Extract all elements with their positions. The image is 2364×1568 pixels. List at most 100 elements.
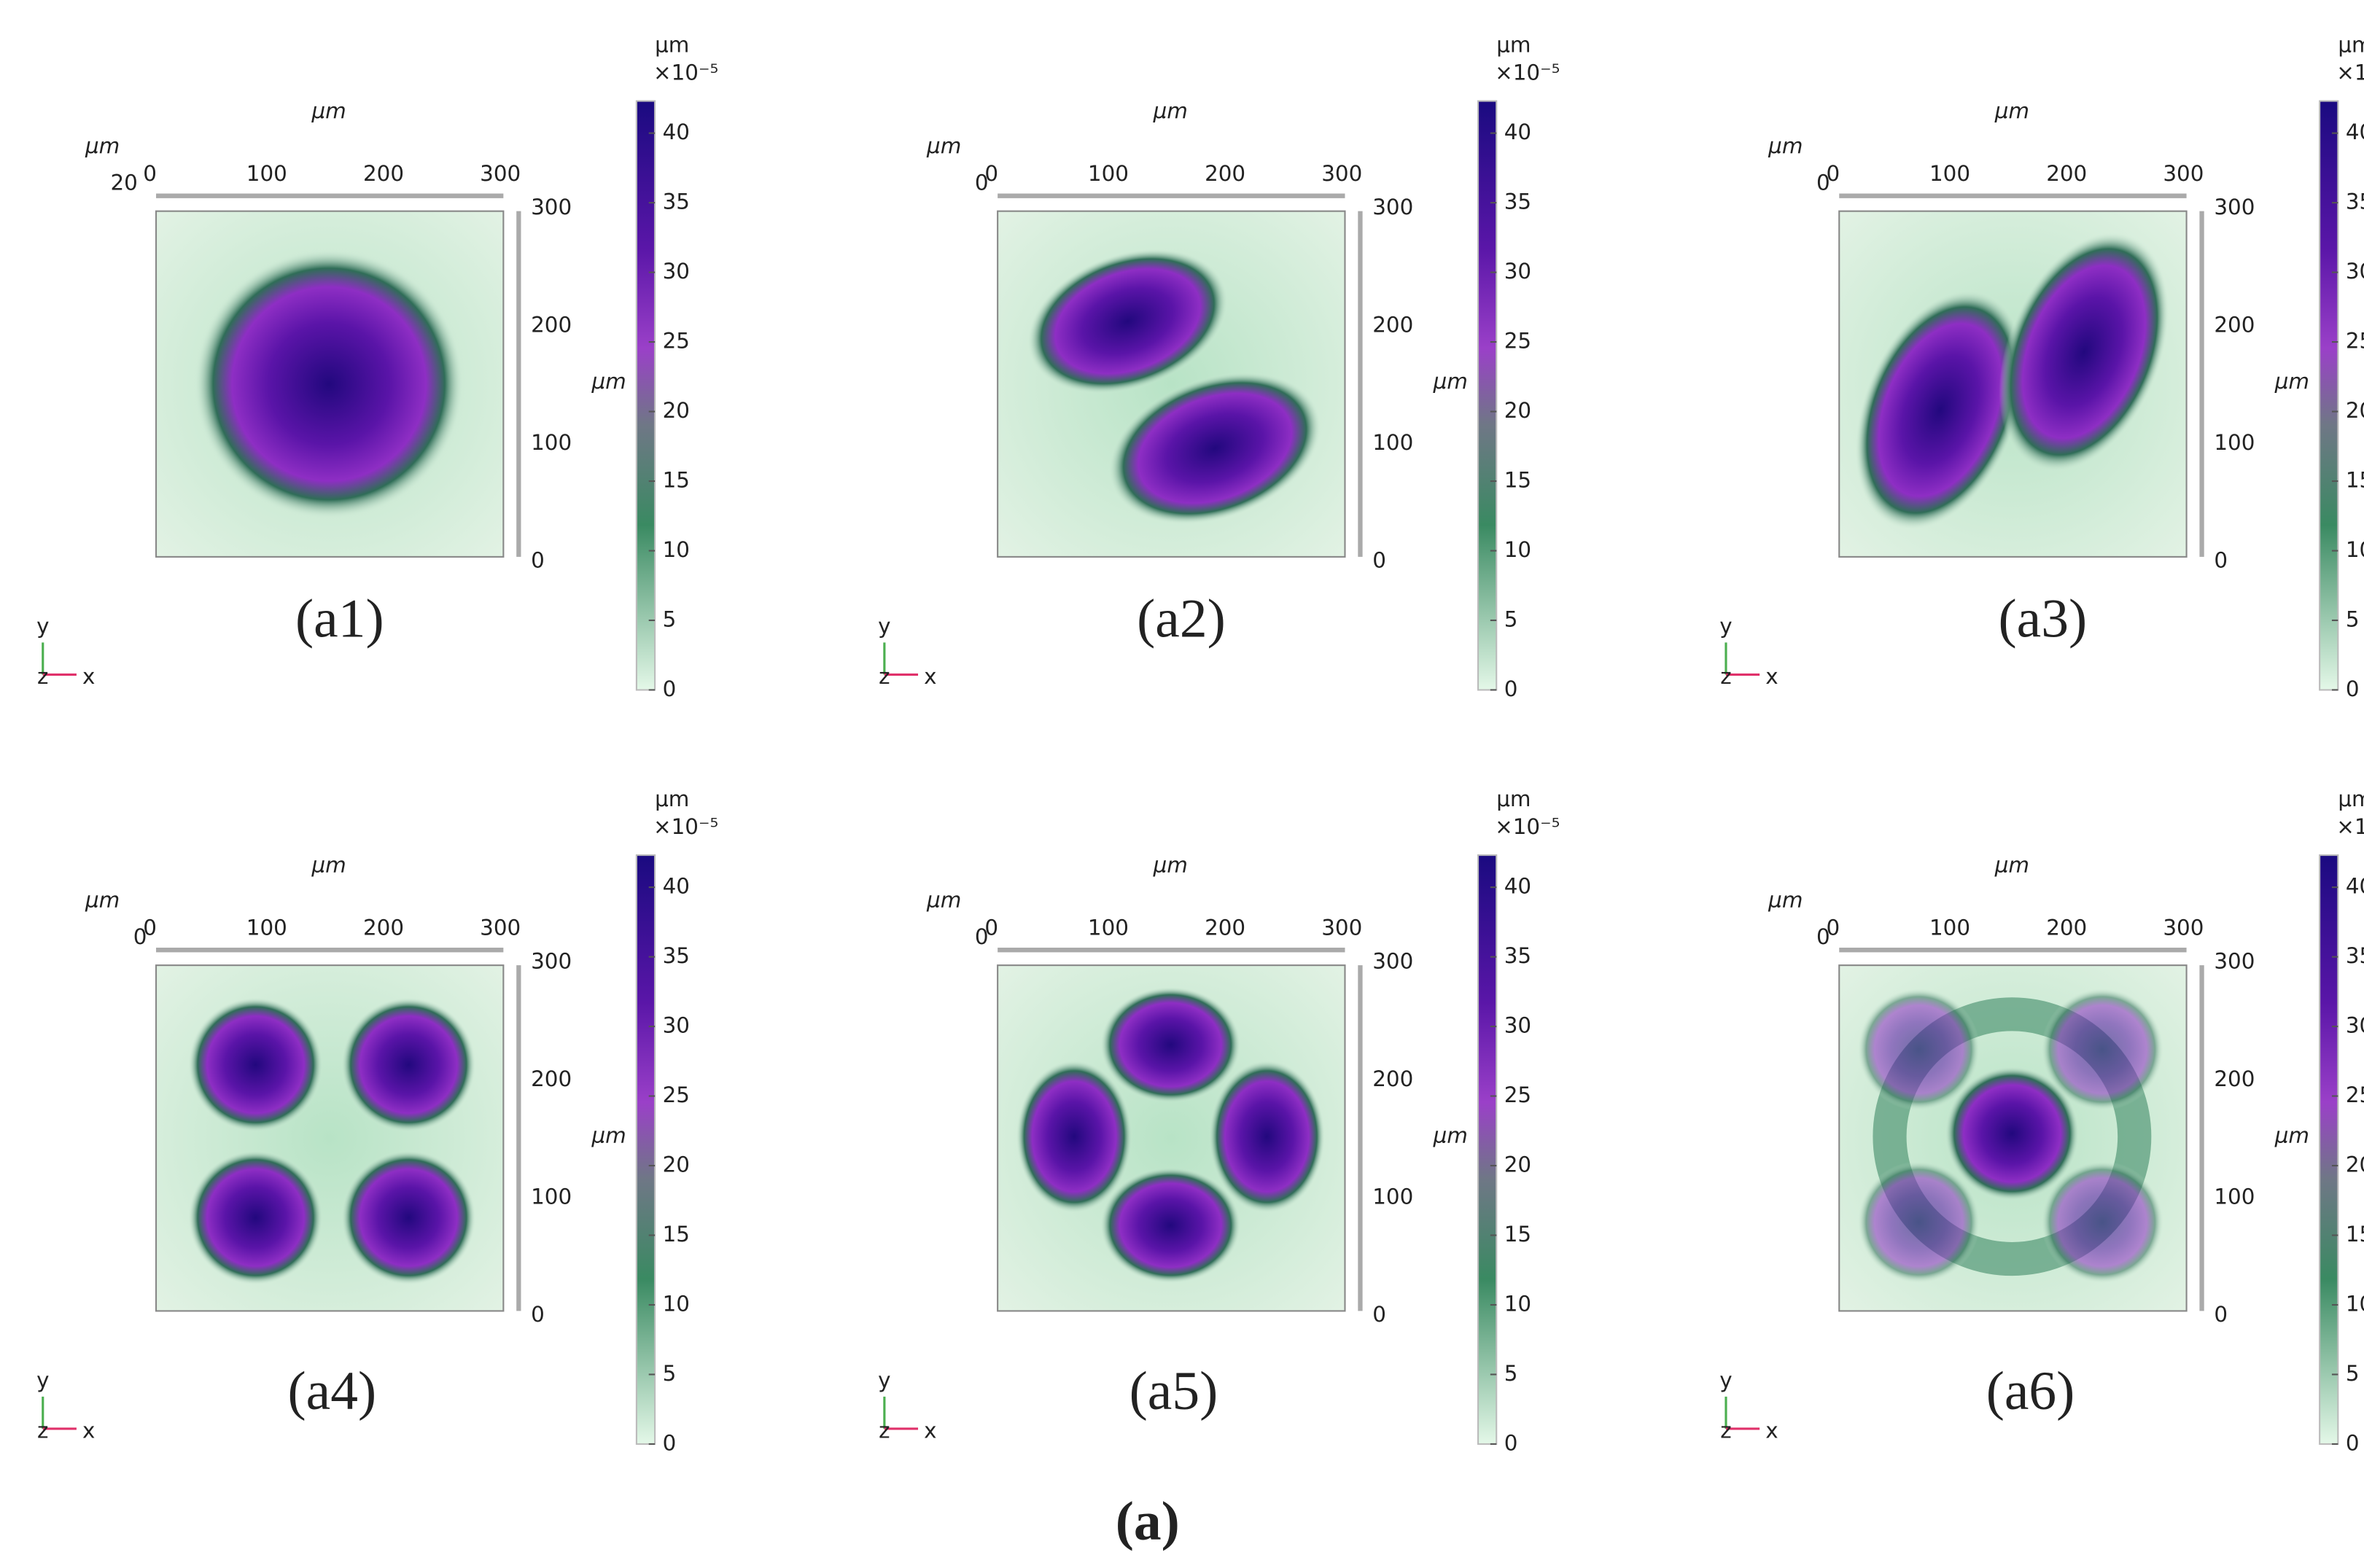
colorbar-tick-label: 0	[663, 676, 677, 701]
panel-label: (a5)	[1129, 1361, 1218, 1421]
triad-y-label: y	[36, 614, 49, 639]
left-axis-unit: μm	[1768, 133, 1803, 158]
triad-z-label: z	[37, 664, 48, 689]
colorbar	[2319, 854, 2339, 1446]
y-axis-unit: μm	[591, 1123, 626, 1148]
x-tick-label: 300	[480, 161, 521, 186]
colorbar-tick-label: 0	[2346, 1430, 2360, 1455]
colorbar	[2319, 100, 2339, 691]
x-tick-label: 200	[1205, 161, 1245, 186]
colorbar-tick-label: 10	[663, 1291, 690, 1316]
colorbar-tick-label: 25	[2346, 329, 2364, 354]
mode-lobe	[2041, 988, 2164, 1111]
y-tick-label: 100	[531, 430, 572, 455]
mode-lobe	[1855, 290, 2026, 530]
x-tick-label: 100	[1929, 161, 1970, 186]
colorbar-tick-label: 15	[2346, 468, 2364, 493]
y-tick-label: 100	[2214, 430, 2255, 455]
colorbar-tick-label: 10	[663, 537, 690, 562]
triad-x-label: x	[1765, 664, 1778, 689]
panel-label: (a4)	[288, 1361, 377, 1421]
y-tick-label: 300	[531, 195, 572, 219]
colorbar-tick-label: 35	[663, 943, 690, 968]
mode-lobe	[1027, 249, 1229, 394]
y-tick-label: 200	[2214, 313, 2255, 338]
colorbar-tick-label: 15	[2346, 1222, 2364, 1247]
colorbar-exponent: ×10⁻⁵	[2336, 60, 2364, 85]
triad-x-label: x	[924, 664, 936, 689]
x-tick-label: 300	[2163, 161, 2204, 186]
mode-lobe	[1857, 1161, 1980, 1284]
y-tick-label: 0	[1372, 548, 1386, 573]
colorbar-tick-label: 30	[663, 259, 690, 284]
y-tick-label: 300	[2214, 948, 2255, 973]
colorbar-tick-label: 5	[663, 1361, 677, 1386]
colorbar-tick-label: 35	[2346, 190, 2364, 214]
triad-z-label: z	[37, 1419, 48, 1443]
y-tick-label: 200	[1372, 313, 1413, 338]
x-tick-label: 100	[1088, 161, 1129, 186]
y-tick-label: 100	[531, 1185, 572, 1209]
colorbar	[1477, 100, 1498, 691]
colorbar-tick-label: 15	[663, 1222, 690, 1247]
triad-z-label: z	[879, 1419, 890, 1443]
y-tick-label: 0	[1372, 1302, 1386, 1327]
caption: (a)	[1116, 1491, 1180, 1552]
y-tick-label: 300	[531, 948, 572, 973]
panel-label: (a3)	[1999, 589, 2088, 650]
y-tick-label: 100	[2214, 1185, 2255, 1209]
colorbar-tick-label: 35	[1504, 943, 1531, 968]
colorbar-tick-label: 40	[2346, 874, 2364, 899]
colorbar-tick-label: 25	[1504, 329, 1531, 354]
colorbar-tick-label: 20	[1504, 398, 1531, 423]
x-axis-unit: μm	[1153, 852, 1188, 877]
x-tick-label: 300	[2163, 915, 2204, 940]
colorbar-tick-label: 40	[663, 120, 690, 144]
x-tick-label: 0	[143, 161, 157, 186]
corner-label: 0	[1816, 924, 1830, 949]
colorbar-tick-label: 35	[663, 190, 690, 214]
mode-lobe	[1100, 1167, 1241, 1284]
x-tick-label: 100	[246, 915, 287, 940]
colorbar-exponent: ×10⁻⁵	[653, 814, 718, 839]
left-axis-unit: μm	[85, 133, 120, 158]
triad-x-label: x	[924, 1419, 936, 1443]
colorbar-exponent: ×10⁻⁵	[1495, 60, 1560, 85]
colorbar-tick-label: 40	[1504, 120, 1531, 144]
panel: 0 100 200 300 0 100 200 300 0 μm μm μm 0 5 10 15 20 25 30 3…	[1719, 33, 2364, 701]
y-tick-label: 200	[2214, 1066, 2255, 1091]
mode-lobe	[188, 1150, 323, 1285]
y-tick-label: 0	[531, 1302, 545, 1327]
panel-label: (a6)	[1986, 1361, 2075, 1421]
triad-z-label: z	[1720, 1419, 1731, 1443]
triad-y-label: y	[1719, 614, 1732, 639]
colorbar-tick-label: 25	[2346, 1083, 2364, 1107]
colorbar-tick-label: 35	[2346, 943, 2364, 968]
colorbar-tick-label: 35	[1504, 190, 1531, 214]
mode-lobe	[341, 1150, 476, 1285]
mode-lobe	[341, 997, 476, 1132]
colorbar-unit: μm	[1496, 787, 1531, 811]
colorbar-tick-label: 30	[663, 1013, 690, 1038]
colorbar-tick-label: 40	[2346, 120, 2364, 144]
mode-lobe	[1208, 1060, 1326, 1214]
triad-z-label: z	[1720, 664, 1731, 689]
x-axis-unit: μm	[1994, 98, 2029, 123]
colorbar-tick-label: 15	[1504, 468, 1531, 493]
y-tick-label: 300	[1372, 195, 1413, 219]
colorbar-tick-label: 30	[2346, 1013, 2364, 1038]
triad-y-label: y	[878, 614, 890, 639]
x-axis-unit: μm	[1153, 98, 1188, 123]
y-tick-label: 200	[1372, 1066, 1413, 1091]
y-tick-label: 200	[531, 1066, 572, 1091]
corner-label: 0	[975, 924, 989, 949]
colorbar-unit: μm	[2338, 33, 2364, 58]
x-tick-label: 100	[246, 161, 287, 186]
panel: 0 100 200 300 0 100 200 300 20 μm μm μm 0 5 10 15 20 25 30…	[36, 33, 718, 701]
y-tick-label: 100	[1372, 430, 1413, 455]
panel: 0 100 200 300 0 100 200 300 0 μm μm μm 0 5 10 15 20 25 30 3…	[878, 33, 1560, 701]
colorbar-tick-label: 5	[663, 606, 677, 631]
y-axis-unit: μm	[1433, 1123, 1468, 1148]
mode-lobe	[1016, 1060, 1132, 1214]
